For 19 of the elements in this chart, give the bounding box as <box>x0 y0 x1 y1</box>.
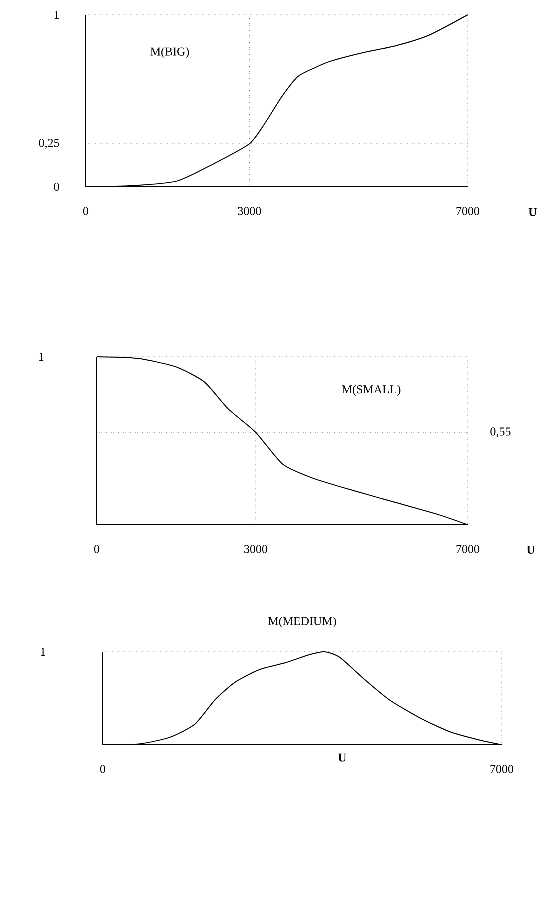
x-tick-label: 3000 <box>238 207 262 216</box>
text: 1 <box>39 353 44 361</box>
annotation: M(BIG) <box>150 47 190 58</box>
x-tick-label: 7000 <box>490 765 514 774</box>
x-tick-label: 0 <box>94 545 100 554</box>
x-tick-label: 3000 <box>244 545 268 554</box>
x-tick-label: 7000 <box>456 207 480 216</box>
chart-title: M(MEDIUM) <box>268 616 336 628</box>
ref-line-label: 0,55 <box>490 428 511 438</box>
x-axis-title: U <box>527 546 536 554</box>
x-axis-title: U <box>338 754 346 762</box>
annotation: M(SMALL) <box>342 385 401 396</box>
y-tick-label: 0,25 <box>39 139 60 149</box>
text: 1 <box>41 648 46 656</box>
x-axis-title: U <box>528 208 537 216</box>
y-tick-label: 1 <box>54 11 60 19</box>
x-tick-label: 0 <box>83 207 89 216</box>
y-tick-label: 0 <box>54 182 60 192</box>
x-tick-label: 7000 <box>456 545 480 554</box>
